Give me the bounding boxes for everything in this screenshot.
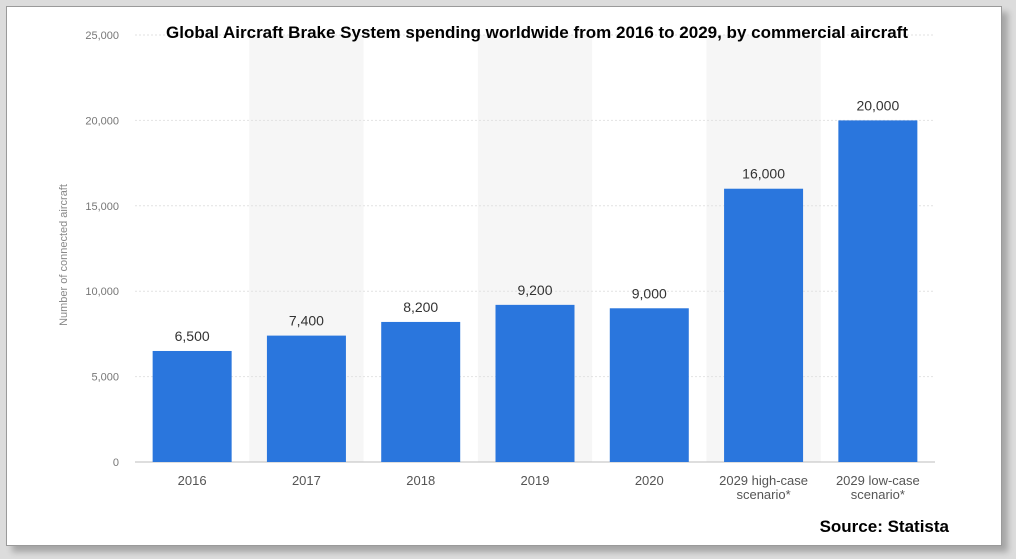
x-tick-label: 2016	[178, 473, 207, 488]
y-axis-label: Number of connected aircraft	[58, 184, 70, 326]
bar	[495, 304, 575, 462]
data-label: 9,200	[517, 282, 552, 298]
y-tick-label: 25,000	[85, 30, 119, 42]
y-tick-label: 0	[113, 457, 119, 469]
chart-frame: 0 5,000 10,000 15,000 20,000 25,000 2016 2017 2…	[6, 6, 1002, 546]
bar	[838, 120, 918, 463]
x-tick-label: 2019	[521, 473, 550, 488]
bar	[266, 335, 346, 462]
y-tick-label: 5,000	[91, 372, 119, 384]
data-label: 7,400	[289, 313, 324, 329]
bar	[724, 188, 804, 462]
x-tick-label: 2017	[292, 473, 321, 488]
x-tick-label: 2029 low-case scenario*	[836, 473, 920, 502]
source-note: Source: Statista	[820, 517, 950, 536]
bar	[381, 321, 461, 462]
bar-chart: 0 5,000 10,000 15,000 20,000 25,000 2016 2017 2…	[58, 23, 950, 536]
data-label: 9,000	[632, 285, 667, 301]
data-label: 8,200	[403, 299, 438, 315]
x-tick-label-line: 2016	[178, 473, 207, 488]
data-label: 16,000	[742, 166, 785, 182]
x-tick-label-line: 2018	[406, 473, 435, 488]
y-tick-label: 15,000	[85, 201, 119, 213]
x-tick-label-line: 2017	[292, 473, 321, 488]
y-tick-label: 10,000	[85, 286, 119, 298]
bar	[609, 308, 689, 462]
x-tick-label-line: 2019	[521, 473, 550, 488]
y-tick-label: 20,000	[85, 115, 119, 127]
x-tick-label-line: 2029 low-case	[836, 473, 920, 488]
x-tick-label-line: 2020	[635, 473, 664, 488]
chart-title: Global Aircraft Brake System spending wo…	[166, 23, 908, 42]
bar	[152, 350, 232, 462]
x-tick-label: 2020	[635, 473, 664, 488]
data-label: 6,500	[175, 328, 210, 344]
x-tick-label-line: scenario*	[851, 487, 905, 502]
x-tick-label-line: scenario*	[736, 487, 790, 502]
x-tick-label-line: 2029 high-case	[719, 473, 808, 488]
x-tick-label: 2018	[406, 473, 435, 488]
data-label: 20,000	[856, 97, 899, 113]
x-tick-label: 2029 high-case scenario*	[719, 473, 808, 502]
